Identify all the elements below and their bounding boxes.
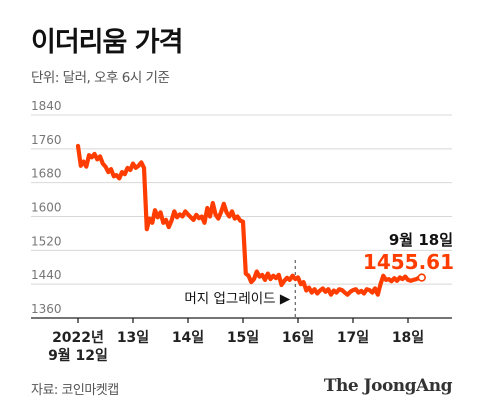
- merge-label: 머지 업그레이드 ▶: [184, 291, 291, 307]
- y-tick-label: 1440: [31, 268, 62, 282]
- x-tick-label: 18일: [392, 330, 424, 346]
- merge-annotation: 머지 업그레이드 ▶: [184, 260, 296, 318]
- x-tick-label: 15일: [227, 330, 259, 346]
- x-tick-sublabel: 9월 12일: [48, 347, 108, 364]
- last-value-label: 1455.61: [363, 250, 454, 274]
- x-tick-label: 17일: [337, 330, 369, 346]
- y-tick-label: 1840: [31, 99, 62, 113]
- x-tick-label: 14일: [172, 330, 204, 346]
- x-tick-label: 2022년: [52, 330, 104, 346]
- x-tick-label: 16일: [282, 330, 314, 346]
- price-line: [75, 143, 424, 297]
- last-point-marker: [417, 273, 426, 282]
- y-tick-label: 1760: [31, 133, 62, 147]
- grid: [31, 114, 452, 319]
- chart-subtitle: 단위: 달러, 오후 6시 기준: [31, 70, 170, 86]
- brand-logo: The JoongAng: [323, 376, 453, 396]
- x-tick-label: 13일: [117, 330, 149, 346]
- y-tick-label: 1600: [31, 201, 62, 215]
- y-axis-ticks: 1360 1440 1520 1600 1680 1760 1840: [31, 99, 62, 316]
- price-line-series: [75, 143, 424, 297]
- y-tick-label: 1680: [31, 167, 62, 181]
- y-tick-label: 1520: [31, 234, 62, 248]
- y-tick-label: 1360: [31, 302, 62, 316]
- last-date-label: 9월 18일: [389, 231, 453, 249]
- source-note: 자료: 코인마켓캡: [31, 383, 119, 398]
- chart-title: 이더리움 가격: [31, 27, 183, 58]
